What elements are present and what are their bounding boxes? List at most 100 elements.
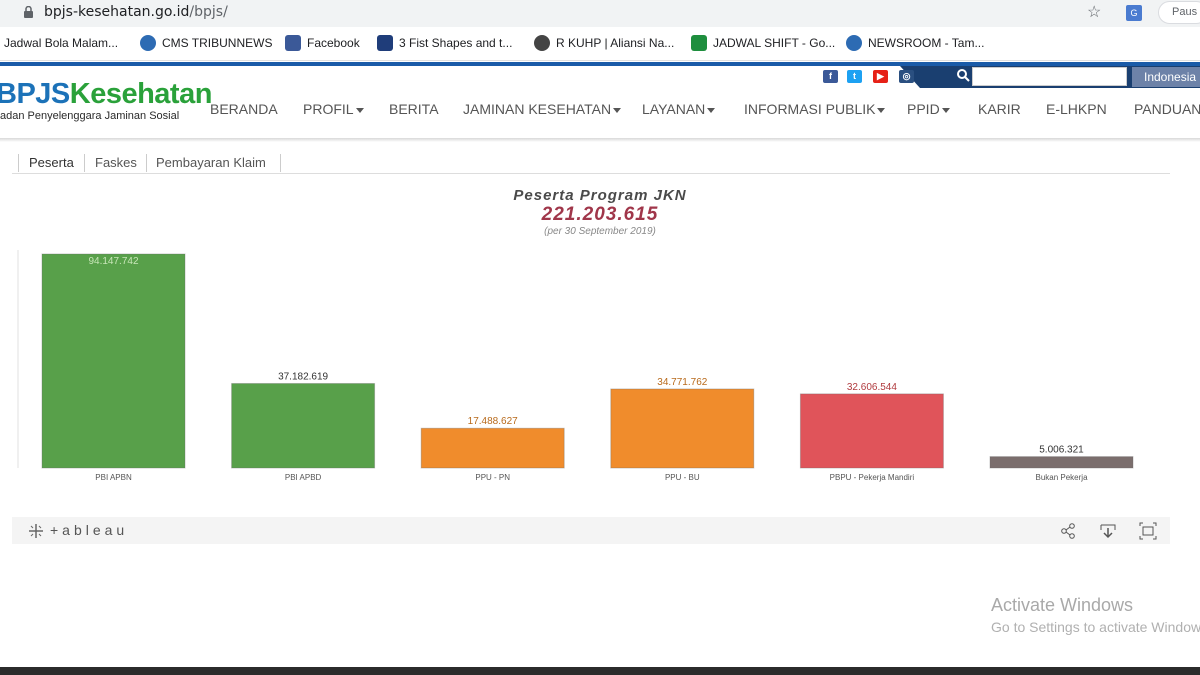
nav-layanan[interactable]: LAYANAN — [642, 101, 716, 117]
tribun-icon — [846, 35, 862, 51]
url-domain: bpjs-kesehatan.go.id — [44, 4, 190, 20]
nav-label: BERANDA — [210, 101, 278, 117]
instagram-icon[interactable]: ◎ — [899, 70, 914, 83]
nav-label: BERITA — [389, 101, 439, 117]
bookmark-label: 3 Fist Shapes and t... — [399, 36, 513, 51]
bookmark-jadwal-shift[interactable]: JADWAL SHIFT - Go... — [691, 35, 836, 52]
nav-label: JAMINAN KESEHATAN — [463, 101, 612, 117]
bar-chart: 94.147.742 PBI APBN 37.182.619 PBI APBD 17.4… — [17, 250, 1134, 482]
bar-value-label-3: 34.771.762 — [657, 377, 707, 388]
bar-value-label-5: 5.006.321 — [1039, 445, 1084, 456]
facebook-icon — [285, 35, 301, 51]
bar-value-label-2: 17.488.627 — [468, 416, 518, 427]
category-label-4: PBPU - Pekerja Mandiri — [830, 473, 915, 482]
nav-label: LAYANAN — [642, 101, 706, 117]
bar-1[interactable] — [231, 382, 376, 469]
bookmark-label: Facebook — [307, 36, 360, 51]
tab-faskes[interactable]: Faskes — [95, 155, 137, 170]
caret-down-icon — [941, 107, 950, 113]
search-icon[interactable] — [956, 68, 970, 82]
category-label-5: Bukan Pekerja — [1035, 473, 1088, 482]
tab-divider — [18, 154, 19, 172]
bookmark-rkuhp[interactable]: R KUHP | Aliansi Na... — [534, 35, 675, 52]
bookmark-label: CMS TRIBUNNEWS — [162, 36, 273, 51]
bookmark-facebook[interactable]: Facebook — [285, 35, 360, 52]
youtube-icon[interactable]: ▶ — [873, 70, 888, 83]
nav-karir[interactable]: KARIR — [978, 101, 1021, 117]
search-input[interactable] — [972, 67, 1127, 86]
fullscreen-icon[interactable] — [1139, 522, 1157, 540]
browser-address-bar[interactable]: bpjs-kesehatan.go.id/bpjs/ ☆ G Paus — [0, 0, 1200, 27]
category-label-2: PPU - PN — [475, 473, 510, 482]
tab-divider — [146, 154, 147, 172]
twitter-icon[interactable]: t — [847, 70, 862, 83]
bar-value-label-0: 94.147.742 — [88, 256, 138, 267]
et-icon — [377, 35, 393, 51]
bar-value-label-4: 32.606.544 — [847, 382, 897, 393]
chart-title: Peserta Program JKN — [513, 187, 687, 204]
bar-3[interactable] — [610, 388, 755, 469]
tableau-logo-icon — [29, 524, 43, 538]
chart-subtitle: (per 30 September 2019) — [544, 226, 656, 237]
nav-label: E-LHKPN — [1046, 101, 1107, 117]
bar-5[interactable] — [989, 456, 1134, 469]
site-header: BPJSKesehatan adan Penyelenggara Jaminan… — [0, 66, 1200, 138]
lock-icon — [24, 6, 33, 18]
bookmark-cms-tribunnews[interactable]: CMS TRIBUNNEWS — [140, 35, 273, 52]
activate-windows-subtitle: Go to Settings to activate Windows. — [991, 619, 1200, 635]
translate-icon[interactable]: G — [1126, 5, 1142, 21]
taskbar — [0, 667, 1200, 675]
tab-peserta[interactable]: Peserta — [29, 155, 74, 170]
activate-windows-title: Activate Windows — [991, 595, 1134, 615]
bookmark-fist-shapes[interactable]: 3 Fist Shapes and t... — [377, 35, 513, 52]
logo-kesehatan: Kesehatan — [69, 78, 213, 110]
nav-beranda[interactable]: BERANDA — [210, 101, 278, 117]
bookmark-label: R KUHP | Aliansi Na... — [556, 36, 675, 51]
bookmark-newsroom[interactable]: NEWSROOM - Tam... — [846, 35, 985, 52]
caret-down-icon — [707, 107, 716, 113]
bookmark-star-icon[interactable]: ☆ — [1087, 4, 1102, 21]
tab-pembayaran-klaim[interactable]: Pembayaran Klaim — [156, 155, 266, 170]
dashboard-tabs: Peserta Faskes Pembayaran Klaim — [12, 152, 1170, 174]
url-path: /bpjs/ — [189, 4, 228, 20]
caret-down-icon — [877, 107, 886, 113]
nav-berita[interactable]: BERITA — [389, 101, 439, 117]
bar-4[interactable] — [799, 393, 944, 469]
logo-subtitle: adan Penyelenggara Jaminan Sosial — [0, 110, 180, 122]
caret-down-icon — [613, 107, 622, 113]
url-text[interactable]: bpjs-kesehatan.go.id/bpjs/ — [44, 4, 228, 20]
language-select[interactable]: Indonesia — [1132, 67, 1200, 87]
tableau-logo-text[interactable]: +ableau — [50, 522, 129, 538]
download-icon[interactable] — [1099, 522, 1117, 540]
caret-down-icon — [355, 107, 364, 113]
globe-icon — [534, 35, 550, 51]
bar-0[interactable] — [41, 253, 186, 469]
bookmark-label: JADWAL SHIFT - Go... — [713, 36, 836, 51]
facebook-icon[interactable]: f — [823, 70, 838, 83]
nav-informasi-publik[interactable]: INFORMASI PUBLIK — [744, 101, 886, 117]
bookmark-jadwal-bola[interactable]: Jadwal Bola Malam... — [4, 36, 118, 50]
pause-button[interactable]: Paus — [1158, 1, 1200, 24]
nav-label: PANDUAN — [1134, 101, 1200, 117]
category-label-0: PBI APBN — [95, 473, 132, 482]
bpjs-logo[interactable]: BPJSKesehatan — [0, 78, 212, 111]
bookmarks-bar: Jadwal Bola Malam... CMS TRIBUNNEWS Face… — [0, 27, 1200, 61]
nav-panduan[interactable]: PANDUAN — [1134, 101, 1200, 117]
nav-label: PROFIL — [303, 101, 354, 117]
nav-profil[interactable]: PROFIL — [303, 101, 364, 117]
bookmark-label: Jadwal Bola Malam... — [4, 36, 119, 50]
nav-label: KARIR — [978, 101, 1021, 117]
header-top-stripe — [0, 62, 1200, 66]
category-label-1: PBI APBD — [285, 473, 322, 482]
bar-2[interactable] — [420, 427, 565, 469]
share-icon[interactable] — [1059, 522, 1077, 540]
tab-divider — [280, 154, 281, 172]
sheets-icon — [691, 35, 707, 51]
header-shadow — [0, 138, 1200, 142]
bookmark-label: NEWSROOM - Tam... — [868, 36, 985, 51]
bar-value-label-1: 37.182.619 — [278, 371, 328, 382]
nav-e-lhkpn[interactable]: E-LHKPN — [1046, 101, 1107, 117]
tab-divider — [84, 154, 85, 172]
nav-ppid[interactable]: PPID — [907, 101, 950, 117]
nav-jaminan-kesehatan[interactable]: JAMINAN KESEHATAN — [463, 101, 622, 117]
